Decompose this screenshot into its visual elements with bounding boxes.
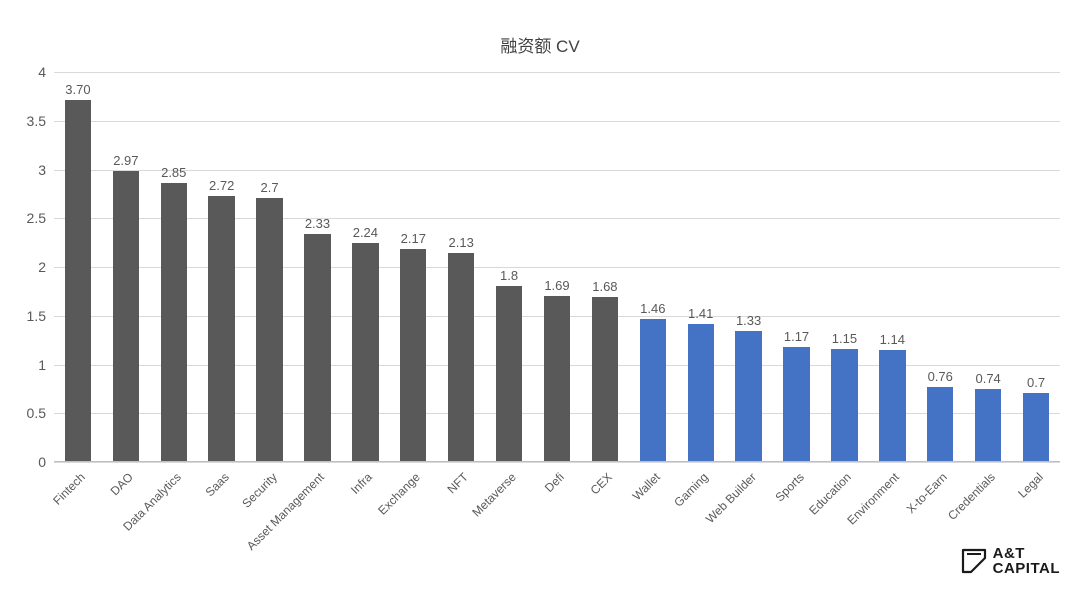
bar-rect: 1.69 [544,296,570,461]
bar: 0.76 [927,71,953,461]
bar-rect: 1.41 [688,324,714,461]
bar: 1.15 [831,71,857,461]
x-tick-label: DAO [107,470,135,498]
x-tick-label: Metaverse [469,470,519,520]
bar-rect: 2.7 [256,198,282,461]
y-tick-label: 3.5 [16,113,46,129]
bar: 1.69 [544,71,570,461]
y-tick-label: 0.5 [16,405,46,421]
x-tick-label: Credentials [945,470,998,523]
bar-value-label: 2.97 [113,153,138,168]
x-tick-label: Web Builder [703,470,759,526]
bar-value-label: 3.70 [65,82,90,97]
bar-rect: 3.70 [65,100,91,461]
bar: 1.46 [640,71,666,461]
bar: 2.24 [352,71,378,461]
x-tick-label: CEX [587,470,614,497]
bar-rect: 2.97 [113,171,139,461]
chart-title: 融资额 CV [0,32,1080,57]
bar-value-label: 1.68 [592,279,617,294]
bar-rect: 1.68 [592,297,618,461]
y-tick-label: 3 [16,162,46,178]
bar: 1.68 [592,71,618,461]
bar-rect: 1.33 [735,331,761,461]
y-tick-label: 2 [16,259,46,275]
x-tick-label: Wallet [630,470,663,503]
x-tick-label: Defi [542,470,567,495]
bar-value-label: 1.41 [688,306,713,321]
bar-value-label: 1.17 [784,329,809,344]
bar: 1.14 [879,71,905,461]
brand-logo-icon [961,548,987,574]
bar: 1.17 [783,71,809,461]
y-tick-label: 4 [16,64,46,80]
bar: 3.70 [65,71,91,461]
bar: 2.85 [161,71,187,461]
plot-area: 3.70 2.97 2.85 2.72 2.7 2.33 2.24 2.17 2.13 1.8 1.… [54,72,1060,462]
bar-value-label: 2.13 [449,235,474,250]
y-tick-label: 2.5 [16,210,46,226]
bar-rect: 0.76 [927,387,953,461]
x-tick-label: Sports [772,470,806,504]
bar-value-label: 0.7 [1027,375,1045,390]
bar: 2.13 [448,71,474,461]
bar: 1.33 [735,71,761,461]
bar-rect: 2.13 [448,253,474,461]
x-tick-label: Fintech [50,470,88,508]
x-tick-label: Legal [1015,470,1046,501]
bar-rect: 1.8 [496,286,522,462]
brand-logo-text: A&T CAPITAL [993,546,1060,576]
bar: 1.41 [688,71,714,461]
brand-logo-text-top: A&T [993,546,1060,561]
bar-rect: 1.15 [831,349,857,461]
bar: 2.17 [400,71,426,461]
bar-value-label: 1.33 [736,313,761,328]
bar: 1.8 [496,71,522,461]
bar-value-label: 1.69 [544,278,569,293]
bar: 2.7 [256,71,282,461]
bar-value-label: 2.17 [401,231,426,246]
bar-rect: 0.7 [1023,393,1049,461]
bar-rect: 2.72 [208,196,234,461]
chart-container: 融资额 CV 3.702.972.852.722.72.332.242.172.… [0,0,1080,594]
y-tick-label: 1.5 [16,308,46,324]
brand-logo: A&T CAPITAL [961,546,1060,576]
bar-rect: 1.17 [783,347,809,461]
bar-rect: 2.17 [400,249,426,461]
bar-value-label: 2.72 [209,178,234,193]
bar-rect: 2.24 [352,243,378,461]
bar-rect: 1.14 [879,350,905,461]
x-tick-label: Infra [348,470,375,497]
bar-value-label: 0.76 [928,369,953,384]
bar-value-label: 1.8 [500,268,518,283]
bar-value-label: 2.24 [353,225,378,240]
bar-rect: 2.33 [304,234,330,461]
bar-rect: 1.46 [640,319,666,461]
y-tick-label: 0 [16,454,46,470]
bar-rect: 0.74 [975,389,1001,461]
bar-value-label: 1.14 [880,332,905,347]
x-tick-label: Saas [202,470,231,499]
x-tick-label: Gaming [671,470,711,510]
gridline [54,462,1060,463]
bar-value-label: 2.85 [161,165,186,180]
bar: 2.97 [113,71,139,461]
bar-value-label: 2.7 [261,180,279,195]
bar: 0.7 [1023,71,1049,461]
bar: 0.74 [975,71,1001,461]
brand-logo-text-bottom: CAPITAL [993,561,1060,576]
x-tick-label: Education [807,470,855,518]
x-tick-label: Security [239,470,280,511]
y-tick-label: 1 [16,357,46,373]
bar-value-label: 2.33 [305,216,330,231]
x-tick-label: Exchange [376,470,424,518]
bar-value-label: 0.74 [975,371,1000,386]
bar: 2.33 [304,71,330,461]
bar-value-label: 1.46 [640,301,665,316]
x-tick-label: NFT [445,470,471,496]
bar-rect: 2.85 [161,183,187,461]
bar: 2.72 [208,71,234,461]
bar-value-label: 1.15 [832,331,857,346]
x-tick-label: X-to-Earn [904,470,950,516]
